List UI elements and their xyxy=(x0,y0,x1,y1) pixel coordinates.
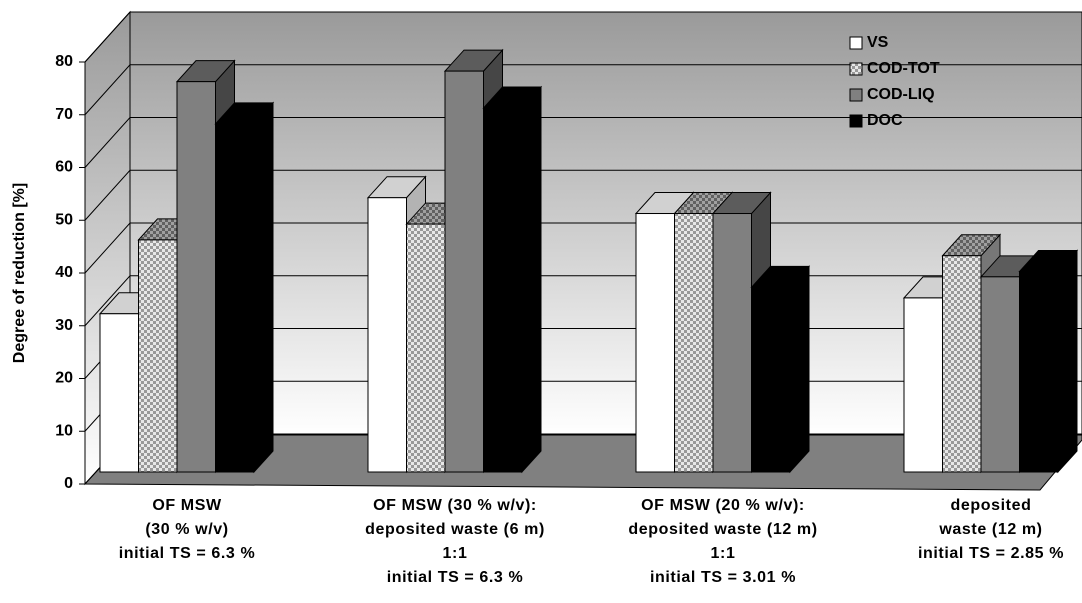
y-axis-title: Degree of reduction [%] xyxy=(11,183,28,363)
x-tick-label: deposited xyxy=(951,497,1032,514)
x-tick-label: OF MSW (20 % w/v): xyxy=(641,497,805,514)
bar-front xyxy=(674,213,714,473)
bar-front xyxy=(176,81,216,473)
legend-swatch xyxy=(849,62,863,76)
x-tick-label: waste (12 m) xyxy=(938,521,1042,538)
y-tick-label: 0 xyxy=(64,475,73,492)
labels: 0 10 20 30 40 50 60 70 80 OF MSW (30 % w/v) initial… xyxy=(55,34,1064,586)
x-tick-label: (30 % w/v) xyxy=(145,521,228,538)
bar xyxy=(214,101,275,474)
bar-front xyxy=(367,197,407,473)
bar-side xyxy=(789,265,810,474)
bar-front xyxy=(751,286,791,473)
x-tick-label: OF MSW (30 % w/v): xyxy=(373,497,537,514)
bar-front xyxy=(406,223,446,473)
grid-line xyxy=(84,117,1082,168)
x-tick-label: initial TS = 3.01 % xyxy=(650,569,796,586)
legend-swatch xyxy=(849,114,863,128)
grid-line xyxy=(84,169,1082,221)
y-tick-label: 10 xyxy=(55,422,73,439)
bar-side xyxy=(253,101,274,474)
bar-front xyxy=(712,213,752,473)
bar xyxy=(1018,249,1079,474)
bar-front xyxy=(1019,271,1059,473)
legend-label: DOC xyxy=(867,112,903,129)
x-tick-label: initial TS = 6.3 % xyxy=(119,545,256,562)
y-tick-label: 70 xyxy=(55,106,73,123)
x-tick-label: deposited waste (6 m) xyxy=(365,521,545,538)
y-tick-label: 60 xyxy=(55,159,73,176)
bar-front xyxy=(215,123,255,473)
legend-label: COD-TOT xyxy=(867,60,940,77)
bar xyxy=(482,85,543,474)
bar xyxy=(750,265,811,474)
bar-front xyxy=(903,297,943,473)
bar-front xyxy=(942,255,982,473)
grid-line xyxy=(84,11,1082,63)
legend-label: VS xyxy=(867,34,889,51)
legend-label: COD-LIQ xyxy=(867,86,935,103)
y-tick-label: 20 xyxy=(55,370,73,387)
y-tick-label: 40 xyxy=(55,264,73,281)
y-tick-label: 30 xyxy=(55,317,73,334)
x-tick-label: initial TS = 6.3 % xyxy=(387,569,524,586)
x-tick-label: initial TS = 2.85 % xyxy=(918,545,1064,562)
legend-swatch xyxy=(849,88,863,102)
bar-front xyxy=(980,276,1020,473)
y-tick-label: 80 xyxy=(55,53,73,70)
x-tick-label: 1:1 xyxy=(443,545,468,562)
bar-front xyxy=(138,239,178,473)
grid-line xyxy=(84,64,1082,116)
y-tick-label: 50 xyxy=(55,211,73,228)
x-tick-label: OF MSW xyxy=(152,497,222,514)
bar-side xyxy=(1057,249,1078,474)
bar-front xyxy=(99,313,139,473)
x-tick-label: deposited waste (12 m) xyxy=(628,521,817,538)
x-tick-label: 1:1 xyxy=(711,545,736,562)
bars xyxy=(98,48,1079,474)
bar-front xyxy=(444,70,484,473)
legend-swatch xyxy=(849,36,863,50)
bar-front xyxy=(483,107,523,473)
bar-front xyxy=(635,213,675,473)
bar-side xyxy=(521,85,542,474)
